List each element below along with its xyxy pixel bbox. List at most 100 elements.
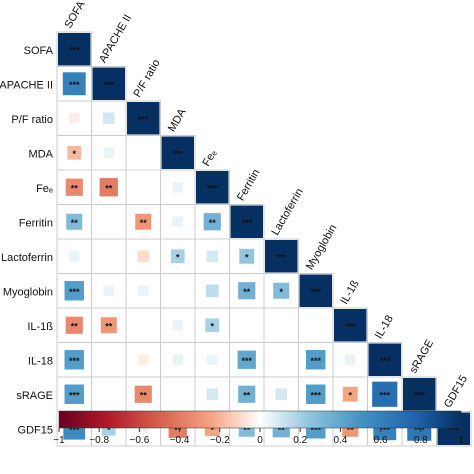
colorbar-tick-label: −0.6 [130, 435, 150, 446]
column-label: Myoglobin [304, 223, 339, 272]
colorbar-tick-label: −0.4 [170, 435, 190, 446]
correlation-square [173, 389, 183, 399]
correlation-square [103, 285, 114, 296]
significance-label: *** [379, 425, 390, 435]
significance-label: *** [69, 80, 80, 90]
significance-label: *** [138, 114, 149, 124]
significance-label: * [348, 390, 352, 400]
colorbar-tick-label: −0.8 [89, 435, 109, 446]
row-label: GDF15 [18, 424, 53, 436]
correlation-square [66, 213, 83, 230]
column-label: APACHE II [97, 13, 134, 65]
correlation-square [207, 354, 218, 365]
correlation-square [64, 281, 84, 301]
correlation-square [205, 318, 220, 333]
correlation-square [311, 320, 321, 330]
significance-label: ** [174, 425, 182, 435]
grid-cell [160, 169, 196, 205]
significance-label: *** [69, 356, 80, 366]
row-label: SOFA [24, 45, 54, 57]
significance-label: ** [140, 218, 148, 228]
significance-label: * [210, 321, 214, 331]
colorbar-ticks: −1 −0.8 −0.6 −0.4 −0.2 0 0.2 0.4 0.6 0.8 1 [53, 428, 464, 446]
correlation-square [64, 350, 84, 370]
correlation-square [368, 343, 401, 376]
correlation-square [206, 250, 218, 262]
correlation-square [138, 285, 149, 296]
colorbar-tick-label: 0 [257, 435, 263, 446]
significance-label: ** [347, 425, 355, 435]
correlation-square [237, 350, 256, 369]
significance-label: * [279, 287, 283, 297]
significance-label: * [245, 252, 249, 262]
correlation-square [100, 317, 117, 334]
significance-label: ** [71, 321, 79, 331]
correlation-square [103, 112, 115, 124]
row-label: IL-1ß [27, 321, 53, 333]
correlation-square [265, 240, 298, 273]
correlation-square [275, 388, 287, 400]
colorbar-tick-label: −0.2 [210, 435, 230, 446]
significance-label: *** [241, 356, 252, 366]
correlation-square [127, 102, 160, 135]
colorbar-tick-label: 0.2 [293, 435, 307, 446]
significance-label: *** [414, 425, 425, 435]
column-label: sRAGE [407, 338, 436, 376]
correlation-square [62, 72, 86, 96]
correlation-square [65, 178, 83, 196]
correlation-square [403, 378, 436, 411]
correlation-square [172, 320, 183, 331]
correlation-square [172, 354, 183, 365]
correlation-square [239, 248, 255, 264]
grid-cell [91, 135, 127, 171]
correlation-square [334, 309, 367, 342]
significance-label: ** [105, 183, 113, 193]
correlation-square [138, 182, 148, 192]
significance-label: * [72, 149, 76, 159]
grid-cell [56, 238, 92, 274]
significance-label: ** [243, 425, 251, 435]
correlation-square [104, 355, 114, 365]
significance-label: *** [379, 356, 390, 366]
significance-label: *** [310, 287, 321, 297]
correlation-square [138, 354, 149, 365]
colorbar-tick-label: 0.8 [414, 435, 428, 446]
significance-label: ** [243, 390, 251, 400]
correlation-square [276, 320, 286, 330]
significance-label: *** [69, 390, 80, 400]
row-label: Lactoferrin [1, 252, 53, 264]
significance-label: *** [69, 45, 80, 55]
significance-label: * [107, 425, 111, 435]
row-label: IL-18 [28, 355, 53, 367]
correlation-square [135, 213, 152, 230]
correlation-square [69, 251, 80, 262]
correlation-square [173, 286, 183, 296]
correlation-square [92, 67, 125, 100]
column-label: GDF15 [442, 373, 470, 410]
column-label: MDA [166, 106, 189, 134]
significance-label: ** [140, 390, 148, 400]
correlation-cells: ****** ******* ***** ** ***** ** ** **** * ******… [58, 33, 470, 445]
significance-label: * [210, 425, 214, 435]
colorbar-tick-label: 0.4 [333, 435, 347, 446]
row-label: sRAGE [16, 390, 53, 402]
significance-label: *** [276, 252, 287, 262]
correlation-square [205, 284, 219, 298]
significance-label: ** [278, 425, 286, 435]
significance-label: *** [448, 425, 459, 435]
significance-label: *** [103, 80, 114, 90]
correlation-square [196, 171, 229, 204]
significance-label: *** [414, 390, 425, 400]
correlation-square [138, 148, 148, 158]
correlation-square [372, 381, 398, 407]
correlation-square [299, 274, 332, 307]
correlation-square [342, 386, 358, 402]
row-label: P/F ratio [11, 114, 53, 126]
correlation-square [58, 33, 91, 66]
significance-label: *** [379, 390, 390, 400]
correlation-square [276, 355, 286, 365]
significance-label: *** [172, 149, 183, 159]
correlation-square [67, 145, 82, 160]
significance-label: *** [345, 321, 356, 331]
